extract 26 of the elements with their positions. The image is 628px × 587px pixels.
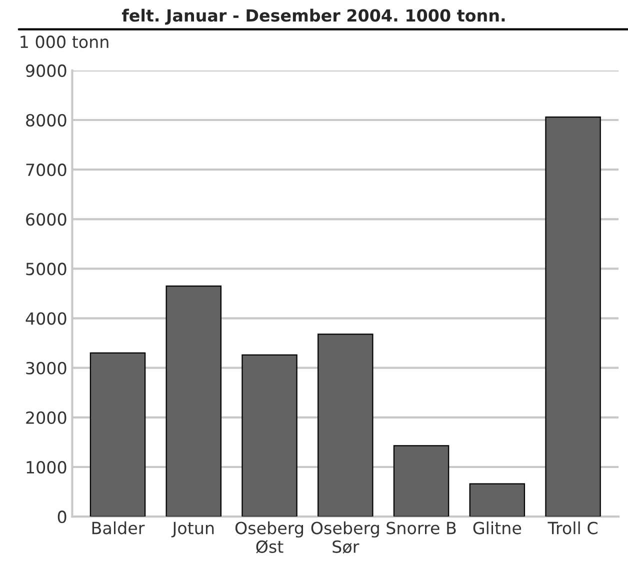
y-tick-label: 9000 [26,64,66,78]
bar [242,354,298,517]
bar [318,334,374,517]
y-tick-label: 0 [58,510,66,524]
y-tick-label: 4000 [26,312,66,325]
y-axis-title: 1 000 tonn [20,36,108,48]
chart-title: felt. Januar - Desember 2004. 1000 tonn. [122,8,505,25]
y-tick-label: 8000 [26,114,66,127]
x-tick-label: Jotun [171,522,214,538]
bar [393,445,450,517]
y-tick-label: 2000 [26,411,66,424]
y-tick-label: 3000 [26,362,66,374]
y-tick-label: 7000 [26,164,66,176]
y-tick-label: 6000 [26,213,66,226]
x-tick-label: Oseberg Sør [311,521,379,554]
y-tick-label: 5000 [26,262,66,276]
x-tick-label: Balder [92,521,145,534]
x-tick-label: Glitne [473,521,522,534]
x-tick-label: Snorre B [386,522,456,534]
y-tick-label: 1000 [26,460,66,474]
x-tick-label: Oseberg Øst [235,521,304,554]
x-tick-label: Troll C [548,521,598,534]
bar [90,352,146,517]
bar [469,483,526,517]
bar [166,286,222,517]
bar [545,116,601,517]
